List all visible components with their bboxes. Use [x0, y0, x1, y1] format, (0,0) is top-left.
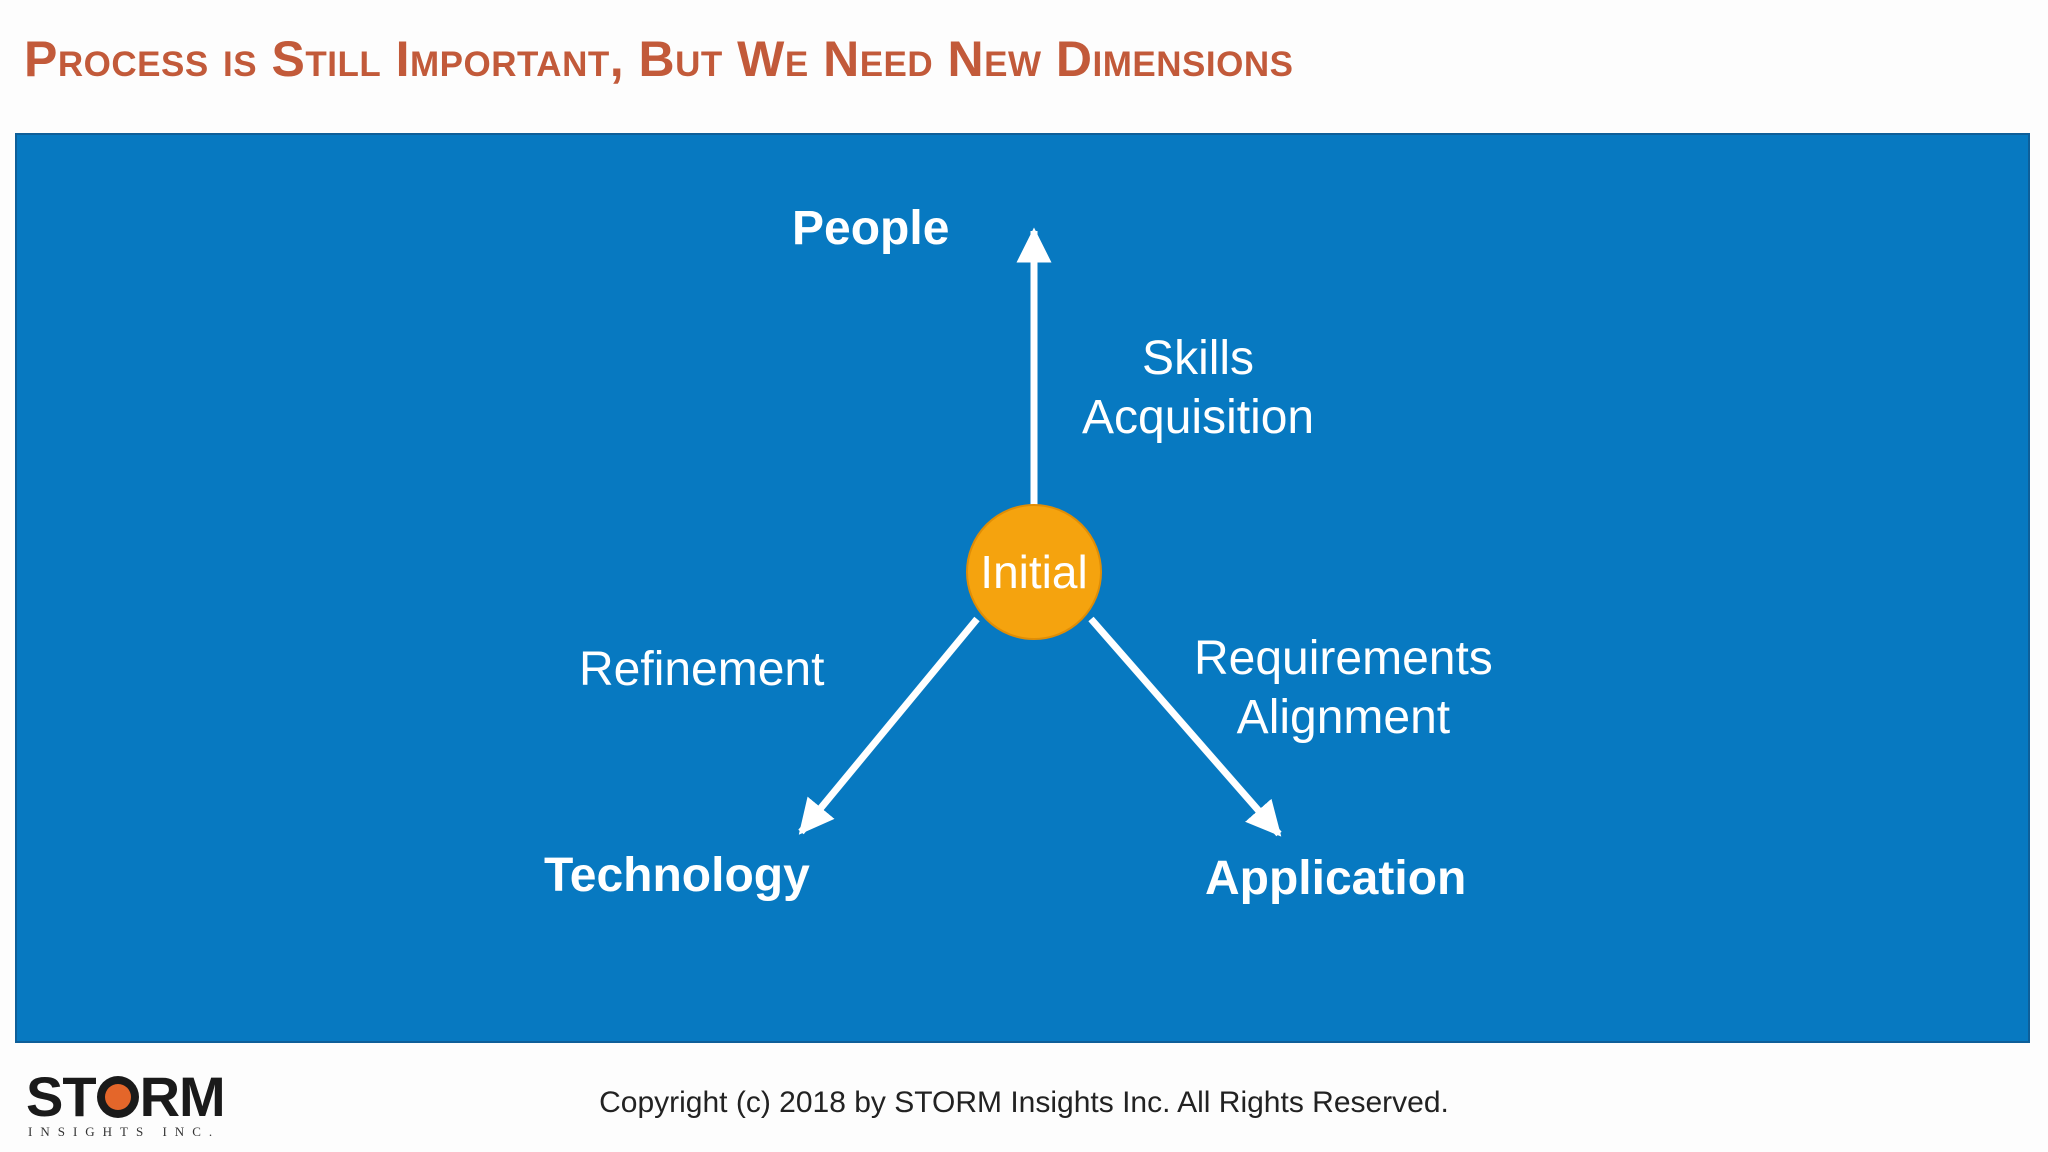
footer: ST RM INSIGHTS INC. Copyright (c) 2018 by…	[0, 1060, 2048, 1152]
arrow-to-technology	[798, 616, 980, 835]
people-label: People	[792, 202, 950, 255]
requirements-line-2: Alignment	[1236, 691, 1451, 744]
initial-node: Initial	[966, 504, 1102, 640]
logo-word-prefix: ST	[26, 1065, 97, 1128]
initial-node-label: Initial	[980, 546, 1088, 598]
application-label: Application	[1205, 852, 1467, 905]
logo-o-icon	[96, 1075, 139, 1118]
diagram-panel: Initial People Technology Application Sk…	[15, 133, 2030, 1043]
arrow-to-application	[1088, 616, 1282, 837]
storm-logo: ST RM INSIGHTS INC.	[26, 1064, 226, 1146]
skills-acquisition-label: Skills Acquisition	[1082, 329, 1314, 447]
arrow-diagram	[798, 227, 1282, 837]
logo-wordmark: ST RM	[26, 1064, 226, 1129]
requirements-alignment-label: Requirements Alignment	[1194, 629, 1493, 747]
logo-subtitle: INSIGHTS INC.	[28, 1124, 221, 1139]
skills-line-1: Skills	[1142, 332, 1255, 385]
refinement-label: Refinement	[579, 643, 825, 696]
technology-label: Technology	[544, 849, 810, 902]
logo-word-suffix: RM	[139, 1065, 226, 1128]
copyright-text: Copyright (c) 2018 by STORM Insights Inc…	[599, 1086, 1449, 1119]
skills-line-2: Acquisition	[1082, 391, 1315, 444]
slide-title: Process is Still Important, But We Need …	[24, 31, 1294, 87]
requirements-line-1: Requirements	[1194, 632, 1493, 685]
